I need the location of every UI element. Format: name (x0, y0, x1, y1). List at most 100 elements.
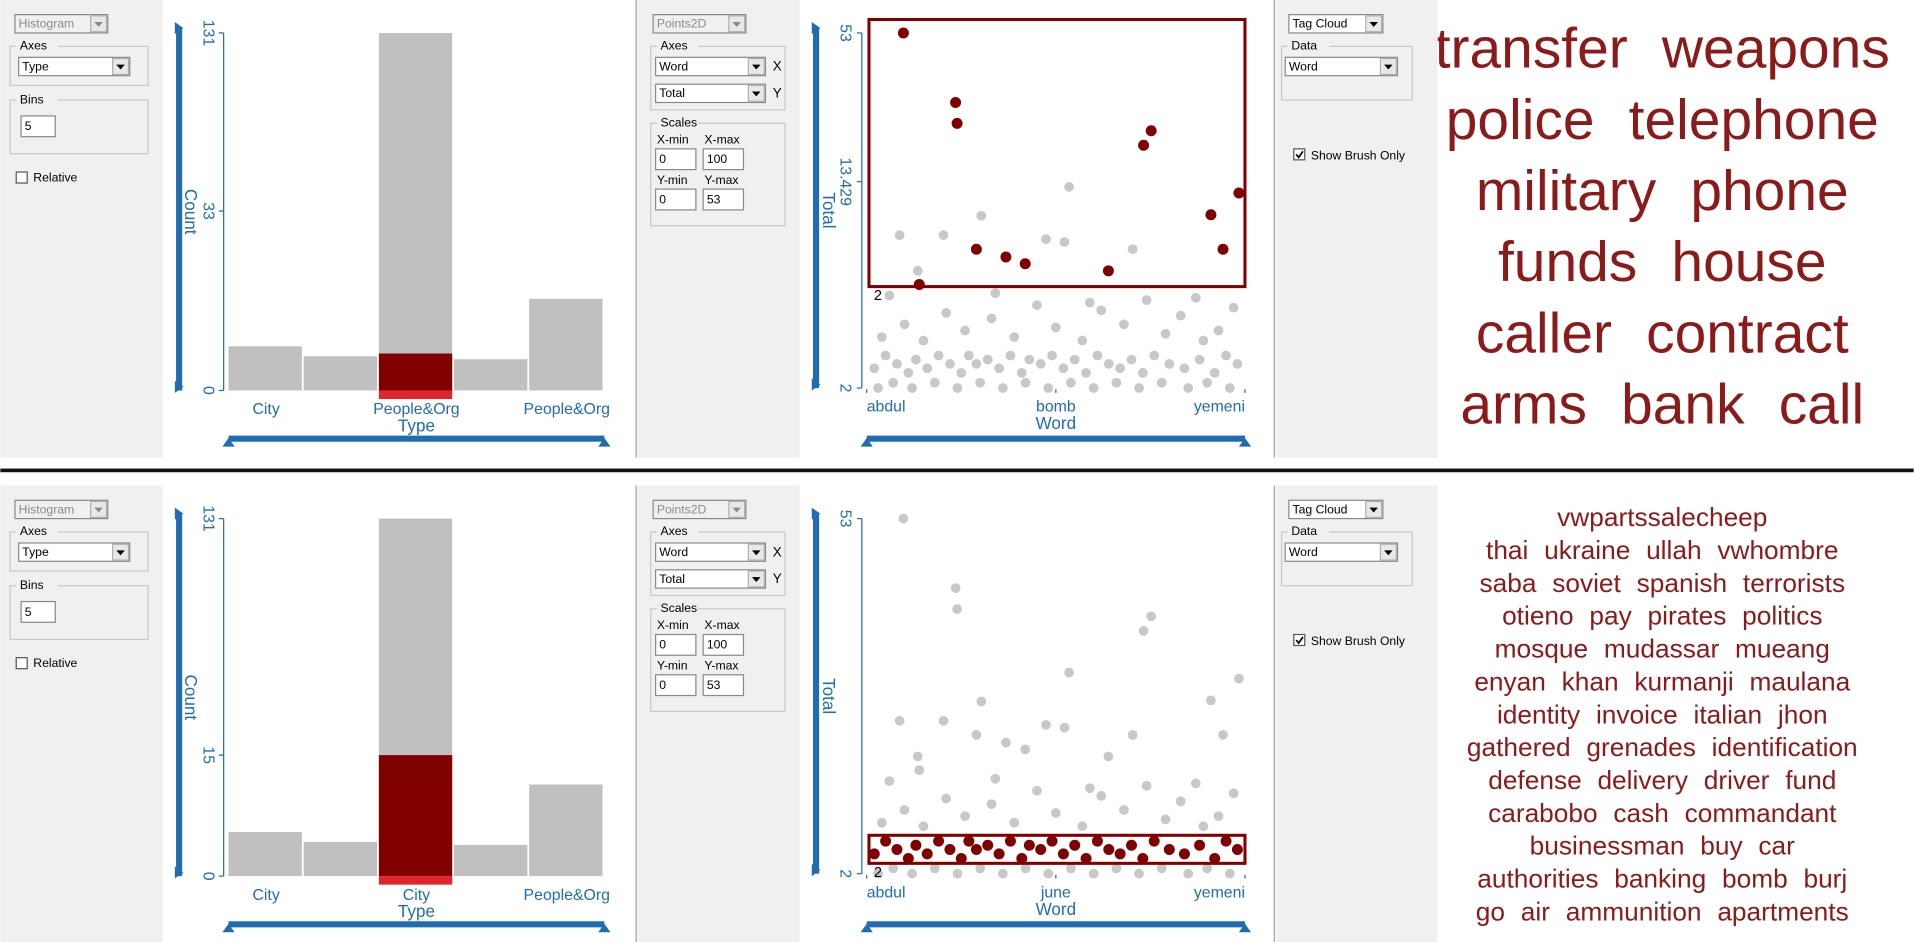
text-input[interactable] (20, 115, 56, 138)
tag-word[interactable]: weapons (1661, 17, 1890, 81)
tag-word[interactable]: phone (1690, 159, 1848, 223)
dropdown[interactable] (14, 499, 109, 520)
tag-word[interactable]: saba (1479, 568, 1536, 598)
y-tick-label: 0 (200, 872, 217, 881)
tag-word[interactable]: ukraine (1544, 535, 1630, 565)
tag-word[interactable]: telephone (1629, 88, 1879, 152)
tag-word[interactable]: italian (1694, 699, 1763, 729)
tag-word[interactable]: otieno (1502, 601, 1574, 631)
tag-word[interactable]: apartments (1717, 896, 1848, 926)
dropdown[interactable] (14, 14, 109, 34)
tag-word[interactable]: gathered (1467, 732, 1571, 762)
tag-word[interactable]: ammunition (1566, 896, 1702, 926)
dropdown[interactable] (1284, 56, 1399, 77)
tag-word[interactable]: buy (1700, 831, 1743, 861)
tag-word[interactable]: khan (1562, 666, 1619, 696)
dropdown[interactable] (652, 14, 747, 34)
tag-word[interactable]: military (1476, 159, 1657, 223)
tag-word[interactable]: identity (1497, 699, 1581, 729)
dropdown[interactable] (654, 569, 767, 589)
tag-word[interactable]: go (1476, 896, 1505, 926)
tag-word[interactable]: air (1521, 896, 1550, 926)
brushed-point (933, 835, 945, 847)
tag-word[interactable]: authorities (1477, 863, 1598, 893)
tag-word[interactable]: thai (1486, 535, 1528, 565)
checkbox[interactable] (15, 171, 28, 184)
dropdown[interactable] (654, 83, 767, 104)
checkbox[interactable] (15, 657, 28, 670)
tag-word[interactable]: pirates (1648, 601, 1727, 631)
tag-word[interactable]: caller (1476, 301, 1612, 365)
tag-word[interactable]: delivery (1597, 765, 1688, 795)
tag-word[interactable]: transfer (1435, 17, 1628, 81)
tag-word[interactable]: soviet (1552, 568, 1621, 598)
checkbox[interactable] (1293, 148, 1306, 161)
text-input[interactable] (654, 148, 697, 171)
tag-word[interactable]: fund (1785, 765, 1836, 795)
dropdown-arrow (1384, 64, 1393, 70)
tag-word[interactable]: terrorists (1743, 568, 1845, 598)
point (1213, 325, 1224, 336)
tag-word[interactable]: arms (1460, 373, 1587, 437)
x-tick-label: People&Org (524, 887, 610, 904)
tag-word[interactable]: mosque (1495, 633, 1588, 663)
dropdown[interactable] (1284, 542, 1399, 562)
text-input[interactable] (654, 633, 697, 656)
tag-word[interactable]: identification (1712, 732, 1858, 762)
tag-word[interactable]: vwpartssalecheep (1557, 502, 1767, 532)
dropdown[interactable] (1288, 499, 1384, 520)
tag-word[interactable]: defense (1488, 765, 1581, 795)
tag-word[interactable]: enyan (1474, 666, 1546, 696)
text-input[interactable] (702, 633, 745, 656)
dropdown[interactable] (1288, 14, 1384, 34)
tag-word[interactable]: mueang (1735, 633, 1830, 663)
tag-word[interactable]: house (1671, 230, 1826, 294)
tag-word[interactable]: spanish (1637, 568, 1728, 598)
tag-word[interactable]: bomb (1722, 863, 1788, 893)
tag-word[interactable]: jhon (1777, 699, 1828, 729)
tag-word[interactable]: businessman (1530, 831, 1685, 861)
dropdown[interactable] (652, 499, 747, 520)
tag-word[interactable]: police (1446, 88, 1595, 152)
tag-word[interactable]: driver (1704, 765, 1770, 795)
tag-word[interactable]: funds (1498, 230, 1637, 294)
tag-word[interactable]: grenades (1586, 732, 1696, 762)
point (1156, 863, 1167, 874)
dropdown[interactable] (18, 56, 131, 77)
tag-word[interactable]: vwhombre (1717, 535, 1838, 565)
tag-word[interactable]: pay (1589, 601, 1632, 631)
tag-word[interactable]: politics (1742, 601, 1822, 631)
dropdown[interactable] (654, 542, 767, 562)
tag-word[interactable]: car (1758, 831, 1795, 861)
brushed-point (1233, 187, 1245, 199)
group-label: Scales (660, 115, 697, 129)
tag-word[interactable]: banking (1614, 863, 1706, 893)
brush[interactable] (867, 833, 1247, 865)
tag-word[interactable]: bank (1621, 373, 1745, 437)
tag-word[interactable]: ullah (1646, 535, 1702, 565)
brush[interactable] (867, 17, 1247, 289)
tag-word[interactable]: call (1779, 373, 1864, 437)
tag-word[interactable]: maulana (1749, 666, 1850, 696)
tag-word[interactable]: carabobo (1488, 798, 1598, 828)
text-input[interactable] (654, 188, 697, 211)
point (918, 335, 929, 346)
tag-word[interactable]: mudassar (1604, 633, 1720, 663)
dropdown[interactable] (654, 56, 767, 77)
tag-word[interactable]: commandant (1685, 798, 1838, 828)
tag-word[interactable]: invoice (1596, 699, 1678, 729)
tag-word[interactable]: cash (1613, 798, 1668, 828)
tag-word[interactable]: burj (1803, 863, 1847, 893)
text-input[interactable] (702, 148, 745, 171)
point (1024, 354, 1035, 365)
point (1179, 363, 1190, 374)
brushed-point (1194, 839, 1206, 851)
text-input[interactable] (702, 674, 745, 697)
tag-word[interactable]: kurmanji (1634, 666, 1733, 696)
tag-word[interactable]: contract (1646, 301, 1849, 365)
checkbox[interactable] (1293, 633, 1306, 647)
text-input[interactable] (20, 600, 56, 623)
text-input[interactable] (654, 674, 697, 697)
text-input[interactable] (702, 188, 745, 211)
dropdown[interactable] (18, 542, 131, 562)
